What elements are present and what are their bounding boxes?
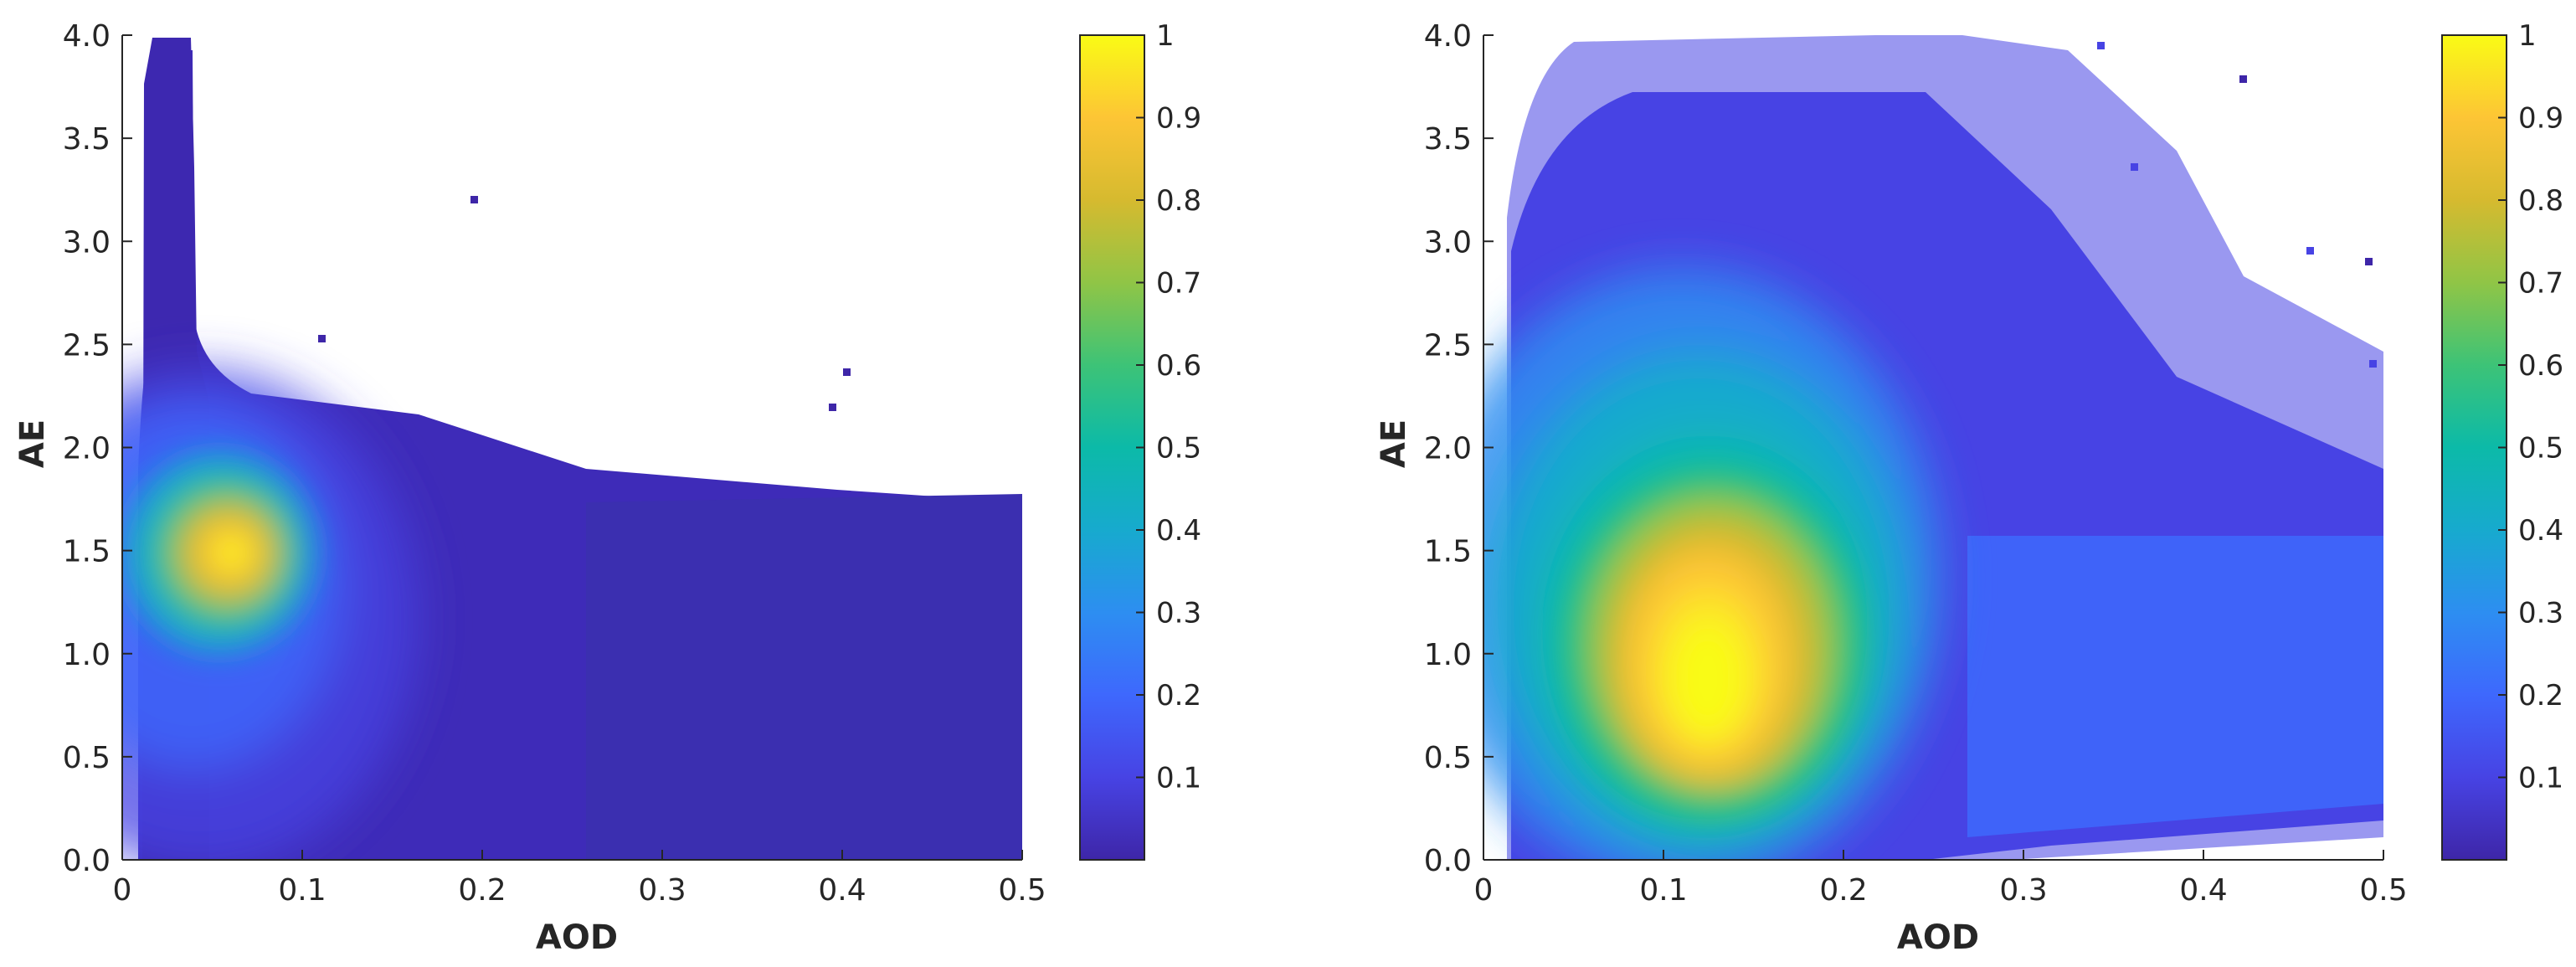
- x-tick-label: 0.5: [998, 873, 1046, 908]
- colorbar-tick-label: 0.9: [2518, 102, 2563, 136]
- y-tick-label: 1.0: [1424, 638, 1472, 672]
- x-axis-title-left: AOD: [536, 918, 618, 957]
- x-tick-label: 0.2: [1819, 873, 1867, 908]
- y-tick-label: 1.5: [1424, 535, 1472, 569]
- outlier-point-left: [829, 404, 836, 411]
- y-tick-label: 0.0: [63, 844, 111, 878]
- y-tick-label: 0.5: [63, 741, 111, 775]
- y-tick-label: 1.5: [63, 535, 111, 569]
- y-axis-title-right: AE: [1375, 419, 1413, 468]
- colorbar-tick-label: 0.3: [1156, 597, 1201, 630]
- colorbar-tick-label: 0.2: [1156, 679, 1201, 712]
- ticks-right: 0 0.1 0.2 0.3 0.4 0.5 0.0 0.5 1.0 1.5 2.0 2.5 3.0 3.5…: [1424, 19, 2408, 908]
- y-tick-label: 4.0: [63, 19, 111, 54]
- colorbar-tick-label: 0.2: [2518, 679, 2563, 712]
- x-tick-label: 0.3: [638, 873, 686, 908]
- y-axis-title-left: AE: [13, 419, 52, 468]
- colorbar-tick-label: 0.1: [1156, 762, 1201, 795]
- x-tick-label: 0.5: [2359, 873, 2407, 908]
- colorbar-tick-label: 0.7: [2518, 267, 2563, 301]
- x-axis-title-right: AOD: [1897, 918, 1979, 957]
- x-tick-label: 0.4: [2179, 873, 2227, 908]
- colorbar-tick-label: 0.8: [2518, 184, 2563, 218]
- density-cloud-right: [1483, 35, 2383, 860]
- x-tick-label: 0.1: [1639, 873, 1687, 908]
- x-tick-label: 0.3: [1999, 873, 2047, 908]
- outlier-point-left: [318, 335, 326, 342]
- outlier-point-right: [2097, 42, 2105, 49]
- x-tick-label: 0.4: [818, 873, 866, 908]
- cloud-tail-left: [586, 494, 1022, 860]
- colorbar-tick-label: 0.4: [1156, 514, 1201, 548]
- outlier-point-left: [470, 196, 478, 203]
- scatter-panel-left: 0 0.1 0.2 0.3 0.4 0.5 0.0 0.5 1.0 1.5 2.0 2.5 3.0 3.5…: [13, 19, 1201, 957]
- ticks-left: 0 0.1 0.2 0.3 0.4 0.5 0.0 0.5 1.0 1.5 2.0 2.5 3.0 3.5…: [63, 19, 1046, 908]
- colorbar-tick-label: 0.6: [2518, 349, 2563, 383]
- outlier-point-left: [843, 368, 851, 376]
- x-tick-label: 0: [113, 873, 132, 908]
- y-tick-label: 2.0: [63, 432, 111, 466]
- colorbar-tick-label: 0.5: [2518, 432, 2563, 465]
- outlier-point-right: [2306, 247, 2314, 255]
- outlier-point-right: [2239, 75, 2247, 83]
- y-tick-label: 3.0: [1424, 225, 1472, 260]
- x-tick-label: 0: [1474, 873, 1494, 908]
- y-tick-label: 2.5: [63, 328, 111, 363]
- y-tick-label: 2.5: [1424, 328, 1472, 363]
- outlier-point-right: [2131, 163, 2138, 171]
- colorbar-tick-label: 0.6: [1156, 349, 1201, 383]
- colorbar-tick-label: 0.3: [2518, 597, 2563, 630]
- colorbar-right: [2441, 34, 2507, 861]
- y-tick-label: 2.0: [1424, 432, 1472, 466]
- colorbar-ticks-right: 0.1 0.2 0.3 0.4 0.5 0.6 0.7 0.8 0.9 1: [2498, 19, 2563, 795]
- colorbar-tick-label: 0.5: [1156, 432, 1201, 465]
- colorbar-tick-label: 0.7: [1156, 267, 1201, 301]
- y-tick-label: 3.0: [63, 225, 111, 260]
- x-tick-label: 0.1: [278, 873, 326, 908]
- colorbar-tick-label: 0.1: [2518, 762, 2563, 795]
- y-tick-label: 3.5: [1424, 122, 1472, 157]
- y-tick-label: 1.0: [63, 638, 111, 672]
- x-tick-label: 0.2: [458, 873, 506, 908]
- y-tick-label: 0.0: [1424, 844, 1472, 878]
- density-cloud-left: [122, 38, 1022, 860]
- colorbar-tick-label: 1: [1156, 19, 1175, 53]
- outlier-point-right: [2365, 258, 2373, 265]
- colorbar-tick-label: 0.8: [1156, 184, 1201, 218]
- outlier-point-right: [2369, 360, 2377, 368]
- colorbar-tick-label: 0.4: [2518, 514, 2563, 548]
- colorbar-ticks-left: 0.1 0.2 0.3 0.4 0.5 0.6 0.7 0.8 0.9 1: [1136, 19, 1201, 795]
- colorbar-tick-label: 1: [2518, 19, 2537, 53]
- colorbar-tick-label: 0.9: [1156, 102, 1201, 136]
- y-tick-label: 3.5: [63, 122, 111, 157]
- y-tick-label: 0.5: [1424, 741, 1472, 775]
- scatter-panel-right: 0 0.1 0.2 0.3 0.4 0.5 0.0 0.5 1.0 1.5 2.0 2.5 3.0 3.5…: [1375, 19, 2563, 957]
- y-tick-label: 4.0: [1424, 19, 1472, 54]
- colorbar-left: [1079, 34, 1145, 861]
